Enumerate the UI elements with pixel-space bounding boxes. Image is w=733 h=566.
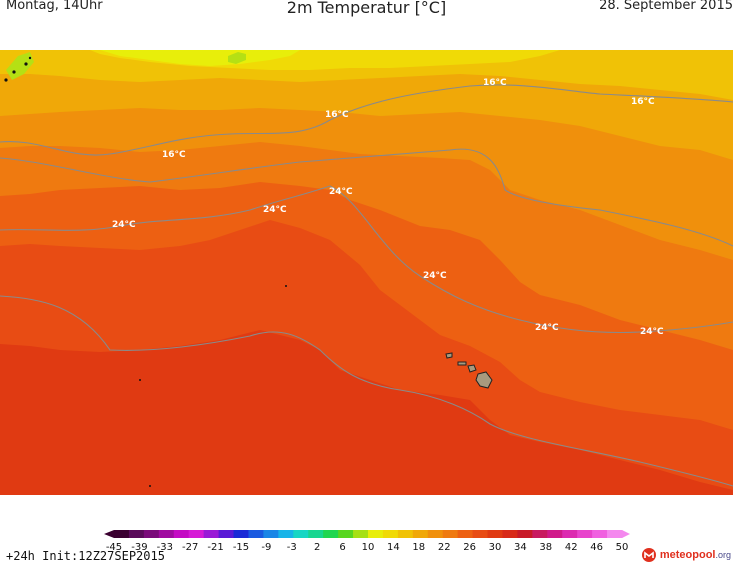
isotherm-28-line [0, 295, 733, 487]
scale-cell [173, 530, 190, 538]
isotherm-lines [0, 84, 733, 487]
contour-label: 24°C [112, 220, 136, 230]
scale-cell [218, 530, 235, 538]
contour-label: 16°C [162, 150, 186, 160]
isotherm-20-line [0, 148, 733, 247]
scale-tick-label: -21 [207, 542, 223, 550]
scale-tick-label: -3 [287, 542, 297, 550]
scale-cell [547, 530, 563, 538]
scale-cell [368, 530, 384, 538]
meteopool-logo[interactable]: meteopool.org [641, 547, 731, 563]
contour-label: 24°C [329, 187, 353, 197]
scale-cell [427, 530, 444, 538]
scale-tick-label: 50 [616, 542, 629, 550]
island-molokai [457, 361, 467, 366]
isotherm-16-line [0, 84, 733, 156]
band-12 [100, 50, 300, 66]
scale-cell [562, 530, 578, 538]
scale-cell [263, 530, 279, 538]
scale-cell [472, 530, 489, 538]
scale-cell [517, 530, 533, 538]
color-scale-cells [104, 530, 630, 538]
valid-date-label: 28. September 2015 [599, 0, 733, 13]
island-oahu [445, 352, 453, 359]
scale-cell [233, 530, 249, 538]
scale-cell [487, 530, 503, 538]
small-islands [4, 56, 287, 487]
contour-label: 24°C [423, 271, 447, 281]
isotherm-24-line [0, 185, 733, 334]
scale-tick-label: -15 [233, 542, 249, 550]
scale-tick-label: 38 [539, 542, 552, 550]
scale-cell [397, 530, 414, 538]
scale-cell [128, 530, 145, 538]
contour-label: 16°C [483, 78, 507, 88]
contour-label: 24°C [535, 323, 559, 333]
scale-tick-label: 14 [387, 542, 400, 550]
scale-tick-label: 10 [362, 542, 375, 550]
band-10-patch [228, 52, 246, 64]
scale-tick-label: 42 [565, 542, 578, 550]
scale-tick-label: -39 [131, 542, 147, 550]
brand-main: meteopool [659, 549, 716, 561]
scale-arrow-low [104, 530, 114, 538]
scale-cell [577, 530, 593, 538]
scale-tick-label: 34 [514, 542, 527, 550]
contour-label: 24°C [640, 327, 664, 337]
scale-cell [188, 530, 205, 538]
contour-label: 16°C [325, 110, 349, 120]
scale-cell [293, 530, 309, 538]
temperature-map: 16°C 16°C 16°C 16°C 24°C 24°C 24°C 24°C … [0, 50, 733, 495]
color-scale-ticks: -45 -39 -33 -27 -21 -15 -9 -3 2 6 10 14 18 22 26 30 34 38… [106, 542, 629, 550]
scale-tick-label: 6 [339, 542, 345, 550]
scale-arrow-high [622, 530, 630, 538]
scale-cell [502, 530, 518, 538]
scale-cell [338, 530, 354, 538]
scale-cell [114, 530, 130, 538]
scale-cell [592, 530, 608, 538]
scale-tick-label: 30 [489, 542, 502, 550]
scale-cell [607, 530, 623, 538]
run-info: +24h Init:12Z27SEP2015 [6, 549, 165, 563]
meteopool-icon [641, 548, 656, 562]
scale-cell [278, 530, 294, 538]
color-scale: -45 -39 -33 -27 -21 -15 -9 -3 2 6 10 14 18 22 26 30 34 38… [104, 530, 630, 550]
island-maui [467, 364, 477, 373]
contour-label: 16°C [631, 97, 655, 107]
scale-cell [323, 530, 339, 538]
scale-tick-label: 46 [590, 542, 603, 550]
map-title: 2m Temperatur [°C] [286, 0, 447, 17]
scale-tick-label: -45 [106, 542, 122, 550]
scale-cell [158, 530, 175, 538]
valid-time-label: Montag, 14Uhr [6, 0, 103, 13]
scale-tick-label: 22 [438, 542, 451, 550]
scale-tick-label: 26 [463, 542, 476, 550]
scale-tick-label: -27 [182, 542, 198, 550]
scale-tick-label: -9 [261, 542, 271, 550]
island-big [475, 371, 493, 389]
scale-tick-label: 2 [314, 542, 320, 550]
scale-cell [532, 530, 548, 538]
scale-cell [143, 530, 160, 538]
scale-cell [203, 530, 220, 538]
color-scale-legend: -45 -39 -33 -27 -21 -15 -9 -3 2 6 10 14 18 22 26 30 34 38… [0, 526, 733, 566]
scale-cell [382, 530, 399, 538]
scale-cell [248, 530, 264, 538]
scale-cell [353, 530, 369, 538]
scale-cell [412, 530, 429, 538]
scale-cell [308, 530, 324, 538]
brand-tld: .org [715, 550, 731, 560]
contour-labels: 16°C 16°C 16°C 16°C 24°C 24°C 24°C 24°C … [112, 78, 664, 337]
scale-cell [457, 530, 474, 538]
brand-text: meteopool.org [660, 549, 731, 561]
hawaii-islands [445, 352, 493, 389]
scale-tick-label: -33 [157, 542, 173, 550]
contour-label: 24°C [263, 205, 287, 215]
scale-cell [442, 530, 459, 538]
scale-tick-label: 18 [412, 542, 425, 550]
